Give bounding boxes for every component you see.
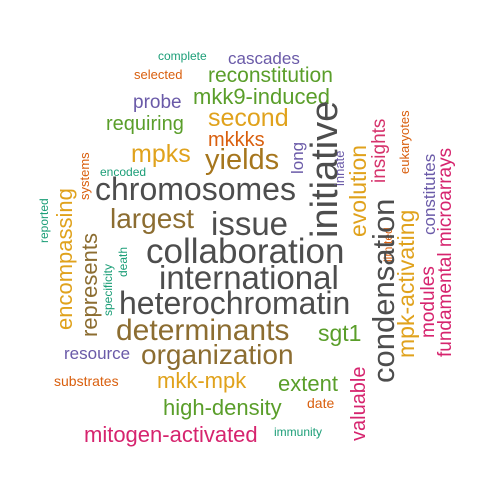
word-reported: reported bbox=[37, 198, 51, 243]
word-eukaryotes: eukaryotes bbox=[397, 110, 412, 174]
word-extent: extent bbox=[278, 371, 338, 396]
word-cascades: cascades bbox=[228, 49, 300, 68]
word-international: international bbox=[159, 259, 339, 296]
word-sgt1: sgt1 bbox=[318, 320, 362, 346]
word-complete: complete bbox=[158, 49, 207, 63]
word-largest: largest bbox=[110, 203, 195, 234]
word-collaboration: collaboration bbox=[146, 232, 345, 271]
word-requiring: requiring bbox=[106, 113, 184, 135]
word-selected: selected bbox=[134, 67, 183, 82]
word-specificity: specificity bbox=[101, 263, 115, 316]
word-determinants: determinants bbox=[116, 314, 290, 347]
word-immunity: immunity bbox=[274, 425, 323, 439]
word-issue: issue bbox=[211, 205, 289, 242]
word-reconstitution: reconstitution bbox=[208, 64, 333, 87]
word-encompassing: encompassing bbox=[52, 188, 77, 330]
word-high-density: high-density bbox=[163, 395, 282, 420]
word-insights: insights bbox=[369, 118, 390, 183]
word-organization: organization bbox=[141, 339, 294, 370]
word-long: long bbox=[288, 141, 307, 174]
word-systems: systems bbox=[77, 152, 92, 200]
word-modules: modules bbox=[418, 266, 439, 338]
word-date: date bbox=[307, 395, 335, 411]
word-death: death bbox=[116, 246, 130, 277]
word-mkk-mpk: mkk-mpk bbox=[157, 368, 247, 393]
word-chromosomes: chromosomes bbox=[95, 171, 296, 207]
word-probe: probe bbox=[133, 92, 182, 113]
word-encoded: encoded bbox=[100, 165, 147, 179]
word-substrates: substrates bbox=[54, 373, 119, 389]
word-represents: represents bbox=[77, 233, 102, 337]
word-mpk-activating: mpk-activating bbox=[393, 209, 419, 358]
word-second: second bbox=[208, 104, 289, 132]
word-resource: resource bbox=[64, 344, 131, 363]
word-yields: yields bbox=[205, 144, 280, 176]
word-mpks: mpks bbox=[131, 140, 191, 168]
word-mkkks: mkkks bbox=[208, 129, 265, 151]
word-heterochromatin: heterochromatin bbox=[119, 285, 351, 321]
word-mkk9-induced: mkk9-induced bbox=[193, 84, 330, 109]
word-mitogen-activated: mitogen-activated bbox=[84, 422, 258, 447]
word-valuable: valuable bbox=[348, 366, 370, 441]
